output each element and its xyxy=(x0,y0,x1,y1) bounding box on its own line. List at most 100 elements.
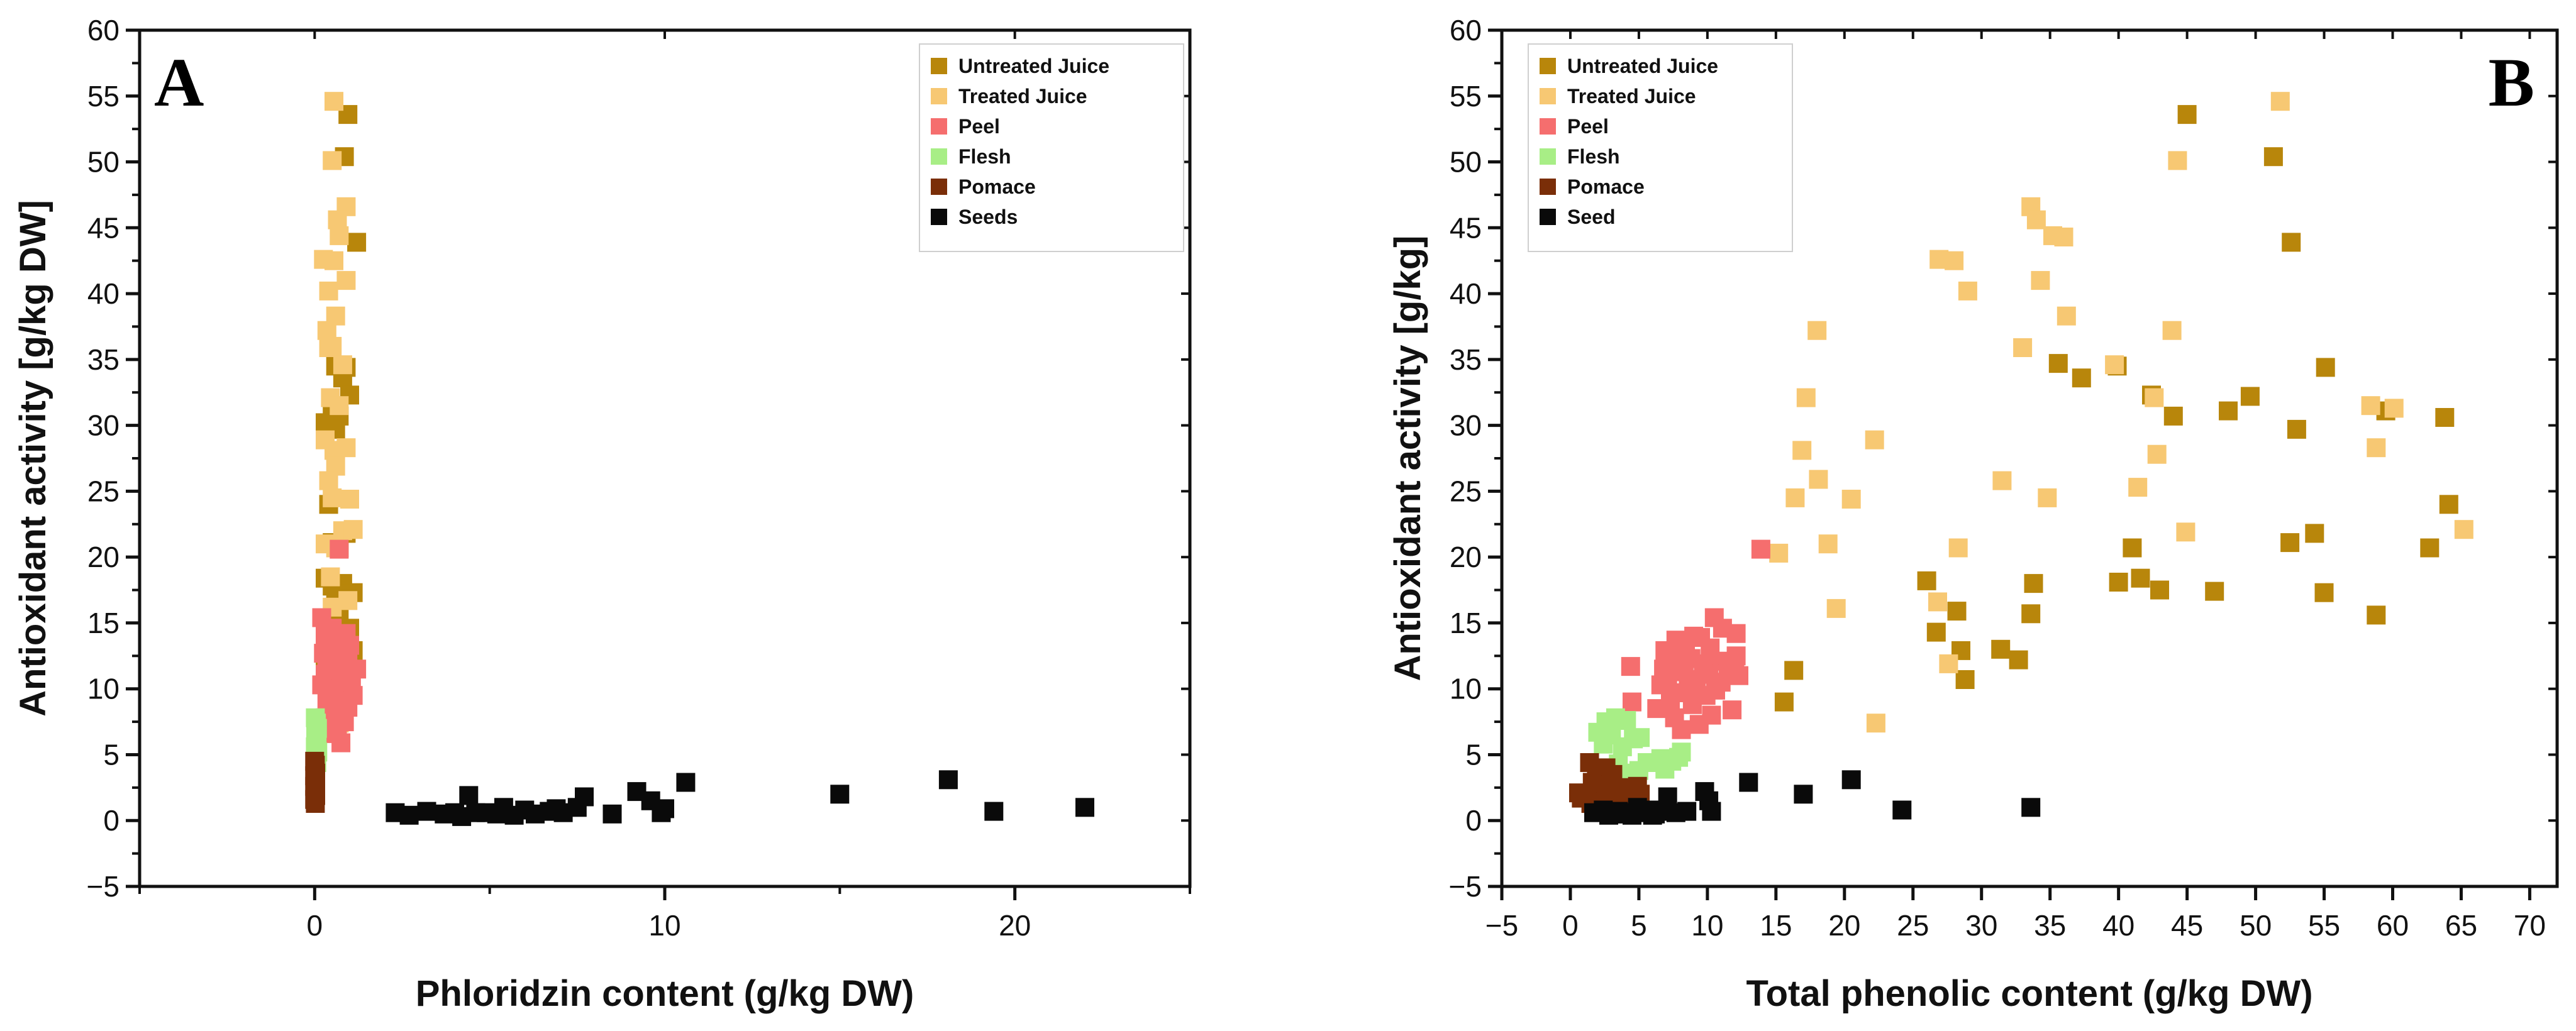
panel-b-point-treated xyxy=(2038,488,2057,507)
panel-a-legend-marker-seeds xyxy=(931,209,947,225)
panel-a-legend-label: Seeds xyxy=(958,206,1018,228)
panel-b-x-tick-label: 65 xyxy=(2445,909,2477,942)
panel-b-point-pomace xyxy=(1574,787,1594,807)
panel-b-y-tick-label: 20 xyxy=(1450,541,1482,573)
panel-b-point-treated xyxy=(2384,399,2404,418)
panel-b-legend-marker-seeds xyxy=(1540,209,1556,225)
panel-b-point-untreated xyxy=(2263,147,2283,167)
panel-b-point-treated xyxy=(1796,388,1816,407)
panel-b-point-treated xyxy=(2026,210,2046,229)
panel-a-legend-label: Flesh xyxy=(958,145,1011,168)
panel-b-point-untreated xyxy=(2314,583,2334,602)
panel-a-point-peel xyxy=(330,539,349,559)
panel-b-legend-label: Seed xyxy=(1567,206,1615,228)
panel-b-point-pomace xyxy=(1628,776,1647,796)
panel-b-x-tick-label: 15 xyxy=(1760,909,1792,942)
panel-a-point-seeds xyxy=(984,802,1004,821)
panel-b-x-axis-title: Total phenolic content (g/kg DW) xyxy=(1746,973,2312,1014)
panel-b-point-seeds xyxy=(1621,803,1640,822)
panel-b-point-untreated xyxy=(2280,533,2300,553)
panel-a-point-pomace xyxy=(306,794,325,813)
panel-a-chart: −5 0 5 10 15 20 25 30 35 40 45 50 55 60 0 10 20 A Phlori… xyxy=(13,14,1192,1014)
panel-a-point-seeds xyxy=(655,799,674,819)
panel-b-ticks: −5 0 5 10 15 20 25 30 35 40 45 50 55 60 −5 0 5 10 15 20 25 30… xyxy=(1449,14,2557,942)
panel-b-x-tick-label: 20 xyxy=(1828,909,1860,942)
panel-a-y-tick-label: 45 xyxy=(87,211,119,244)
panel-b-point-untreated xyxy=(1955,670,1975,689)
panel-b-point-treated xyxy=(2147,444,2167,464)
panel-a-ticks: −5 0 5 10 15 20 25 30 35 40 45 50 55 60 0 10 20 xyxy=(87,14,1191,942)
panel-b-legend-label: Untreated Juice xyxy=(1567,55,1718,77)
panel-a-y-tick-label: 5 xyxy=(103,738,119,771)
panel-b-point-treated xyxy=(2105,355,2124,375)
panel-b-point-treated xyxy=(2145,388,2164,407)
panel-a-point-treated xyxy=(325,92,343,111)
panel-b-point-peel xyxy=(1672,720,1691,739)
panel-a-point-treated xyxy=(323,488,342,507)
panel-b-point-treated xyxy=(1945,251,1964,270)
panel-a-x-tick-label: 0 xyxy=(307,909,323,942)
panel-a-legend: Untreated Juice Treated Juice Peel Flesh Pom… xyxy=(919,43,1184,252)
panel-b-x-tick-label: 40 xyxy=(2102,909,2135,942)
panel-a-point-treated xyxy=(340,490,359,509)
panel-a-y-tick-label: 30 xyxy=(87,409,119,442)
panel-b-point-untreated xyxy=(2009,650,2028,670)
panel-b-point-untreated xyxy=(1926,622,1946,642)
panel-b-point-peel xyxy=(1623,692,1641,712)
panel-b-point-treated xyxy=(1807,321,1827,340)
panel-a-point-treated xyxy=(343,520,363,539)
panel-b-point-untreated xyxy=(2131,568,2150,588)
panel-a-y-tick-label: −5 xyxy=(87,870,119,903)
panel-a-point-seeds xyxy=(547,799,566,819)
panel-b-point-treated xyxy=(1769,543,1789,563)
panel-a-y-tick-label: 20 xyxy=(87,541,119,573)
panel-b-letter: B xyxy=(2489,44,2534,121)
panel-a-legend-label: Treated Juice xyxy=(958,85,1087,108)
panel-b-y-tick-label: 30 xyxy=(1450,409,1482,442)
panel-b-point-treated xyxy=(2031,271,2050,290)
panel-b-point-untreated xyxy=(2316,358,2335,377)
panel-b-point-untreated xyxy=(2072,368,2091,388)
panel-b-x-tick-label: 70 xyxy=(2514,909,2546,942)
panel-b-point-treated xyxy=(2168,151,2187,170)
panel-a-point-peel xyxy=(331,733,351,753)
panel-b-point-treated xyxy=(1958,281,1977,300)
panel-a-legend-label: Untreated Juice xyxy=(958,55,1109,77)
panel-b-y-tick-label: 5 xyxy=(1465,738,1482,771)
panel-b-x-tick-label: 25 xyxy=(1897,909,1929,942)
panel-b-legend-marker-peel xyxy=(1540,118,1556,135)
panel-b-point-treated xyxy=(1928,592,1947,612)
panel-b-point-treated xyxy=(1992,471,2012,490)
panel-b-point-untreated xyxy=(2435,408,2455,427)
panel-b-x-tick-label: 50 xyxy=(2240,909,2272,942)
panel-b-point-flesh xyxy=(1669,747,1689,767)
panel-b-point-untreated xyxy=(2021,604,2041,624)
panel-a-point-untreated xyxy=(347,233,367,252)
panel-b-point-treated xyxy=(1841,490,1861,509)
panel-a-point-treated xyxy=(326,306,345,326)
panel-b-point-treated xyxy=(1826,598,1846,618)
panel-b-point-flesh xyxy=(1613,737,1632,756)
panel-b-legend-marker-untreated xyxy=(1540,58,1556,74)
panel-b-y-axis-title: Antioxidant activity [g/kg] xyxy=(1387,236,1428,681)
panel-b-y-tick-label: 25 xyxy=(1450,475,1482,507)
panel-b-point-treated xyxy=(2270,92,2290,111)
panel-a-legend-marker-flesh xyxy=(931,148,947,165)
panel-b-point-treated xyxy=(2454,520,2473,539)
panel-b-point-seeds xyxy=(1599,805,1618,825)
panel-b-legend-marker-pomace xyxy=(1540,179,1556,195)
panel-b-point-peel xyxy=(1621,657,1640,676)
panel-b-point-treated xyxy=(2013,338,2033,357)
panel-b-point-untreated xyxy=(1784,661,1804,680)
panel-b-point-untreated xyxy=(1774,692,1794,712)
panel-b-legend-box xyxy=(1528,43,1793,252)
panel-b-x-tick-label: 45 xyxy=(2171,909,2203,942)
panel-a-point-treated xyxy=(319,281,338,300)
panel-b-point-peel xyxy=(1647,699,1667,719)
panel-b-point-peel xyxy=(1723,700,1742,720)
panel-b-y-tick-label: 60 xyxy=(1450,14,1482,47)
panel-b-y-tick-label: 55 xyxy=(1450,80,1482,113)
panel-b-point-untreated xyxy=(2367,605,2386,625)
panel-a-legend-label: Peel xyxy=(958,115,1000,138)
panel-a-y-axis-title: Antioxidant activity [g/kg DW] xyxy=(13,200,53,717)
